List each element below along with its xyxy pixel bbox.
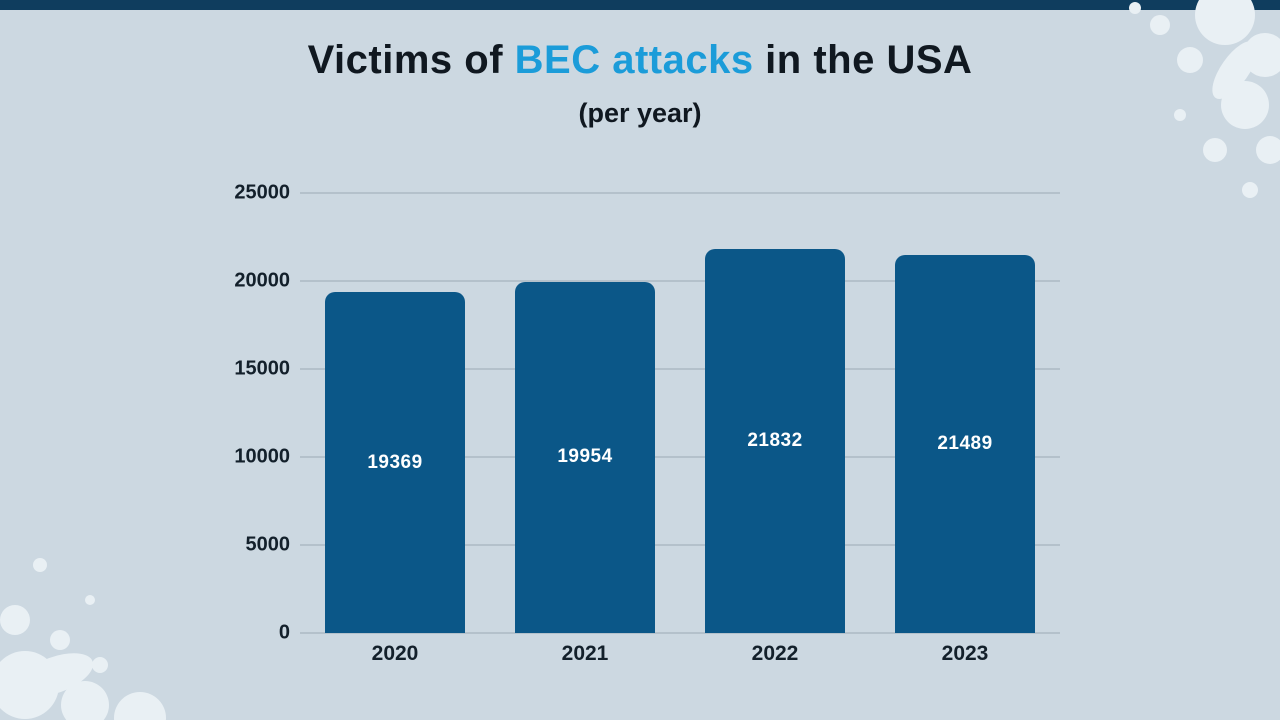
gridline — [300, 368, 1060, 370]
title-suffix: in the USA — [753, 38, 973, 82]
bar-slot: 21832 — [680, 193, 870, 633]
y-tick-label: 5000 — [245, 533, 291, 556]
gridline — [300, 456, 1060, 458]
y-axis-labels: 0 5000 10000 15000 20000 25000 — [165, 182, 291, 644]
gridline — [300, 192, 1060, 194]
x-axis-labels: 2020 2021 2022 2023 — [300, 642, 1060, 666]
chart-subtitle: (per year) — [578, 98, 702, 128]
plot-area: 19369 19954 21832 21489 — [300, 192, 1060, 634]
bar-2020: 19369 — [325, 292, 465, 633]
title-prefix: Victims of — [307, 38, 515, 82]
top-accent-bar — [0, 0, 1280, 10]
bar-value-label: 19369 — [367, 451, 423, 473]
y-tick-label: 25000 — [234, 181, 290, 204]
gridline — [300, 280, 1060, 282]
title-highlight: BEC attacks — [514, 38, 754, 82]
bar-value-label: 19954 — [557, 446, 613, 468]
y-tick-label: 20000 — [234, 269, 290, 292]
chart-title: Victims of BEC attacks in the USA — [0, 38, 1280, 83]
x-tick-label: 2021 — [561, 642, 609, 665]
x-tick-label: 2020 — [371, 642, 419, 665]
bar-value-label: 21832 — [747, 429, 803, 451]
bar-slot: 19954 — [490, 193, 680, 633]
bar-slot: 19369 — [300, 193, 490, 633]
x-tick-label: 2022 — [751, 642, 799, 665]
bar-value-label: 21489 — [937, 432, 993, 454]
y-tick-label: 0 — [278, 621, 290, 644]
y-tick-label: 10000 — [234, 445, 290, 468]
bar-2022: 21832 — [705, 248, 845, 633]
gridline — [300, 544, 1060, 546]
bars-row: 19369 19954 21832 21489 — [300, 193, 1060, 633]
bar-2021: 19954 — [515, 281, 655, 633]
gridline — [300, 632, 1060, 634]
y-tick-label: 15000 — [234, 357, 290, 380]
bar-2023: 21489 — [895, 254, 1035, 633]
x-tick-label: 2023 — [941, 642, 989, 665]
splatter-shapes — [0, 558, 166, 720]
bar-slot: 21489 — [870, 193, 1060, 633]
